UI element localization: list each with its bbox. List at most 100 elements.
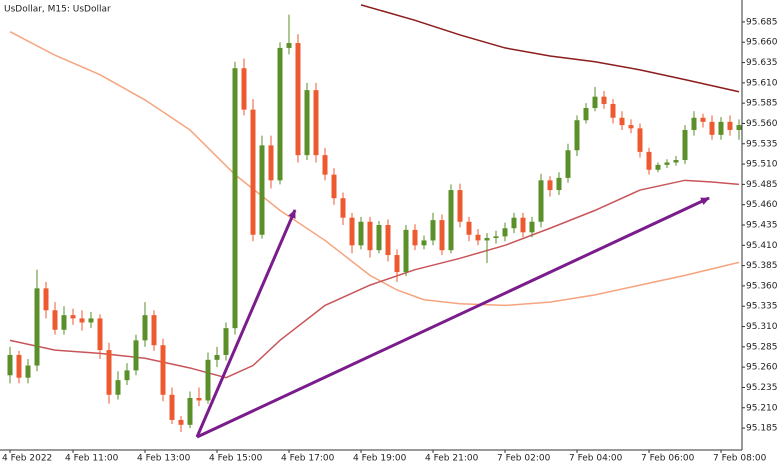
x-tick-label: 7 Feb 02:00 <box>497 454 551 464</box>
candle-body <box>169 394 175 420</box>
candle-body <box>655 164 661 170</box>
candle-body <box>241 68 247 110</box>
candle-body <box>691 117 697 130</box>
candle-body <box>439 220 445 251</box>
candle-body <box>223 328 229 355</box>
candle-body <box>52 310 58 330</box>
candle-body <box>727 121 733 130</box>
candle-body <box>412 229 418 246</box>
candle-body <box>340 198 346 218</box>
x-tick-label: 7 Feb 04:00 <box>569 454 623 464</box>
candle-body <box>16 354 22 378</box>
x-tick-label: 4 Feb 19:00 <box>353 454 407 464</box>
y-tick-label: 95.435 <box>746 221 778 231</box>
candle-body <box>529 221 535 233</box>
candle-body <box>448 190 454 251</box>
candle-body <box>295 43 301 156</box>
y-tick-label: 95.610 <box>746 78 778 88</box>
x-tick-label: 7 Feb 08:00 <box>713 454 767 464</box>
candle-body <box>322 155 328 175</box>
candle-body <box>313 90 319 156</box>
y-tick-label: 95.360 <box>746 281 778 291</box>
candle-body <box>718 121 724 135</box>
candle-body <box>709 121 715 135</box>
candle-body <box>349 217 355 246</box>
candle-body <box>277 47 283 181</box>
x-tick-label: 4 Feb 17:00 <box>281 454 335 464</box>
y-tick-label: 95.210 <box>746 403 778 413</box>
candle-body <box>106 350 112 395</box>
trend-arrow <box>196 196 710 439</box>
plot-area <box>7 4 742 433</box>
y-tick-label: 95.635 <box>746 58 778 68</box>
y-tick-label: 95.185 <box>746 424 778 434</box>
y-tick-label: 95.560 <box>746 119 778 129</box>
candle-body <box>385 225 391 256</box>
candle-body <box>124 370 130 381</box>
candle-body <box>142 315 148 341</box>
candle-body <box>61 315 67 330</box>
x-tick-label: 7 Feb 06:00 <box>641 454 695 464</box>
candle-body <box>457 190 463 222</box>
candle-body <box>601 96 607 104</box>
candle-body <box>232 68 238 329</box>
y-tick-label: 95.235 <box>746 383 778 393</box>
y-tick-label: 95.685 <box>746 17 778 27</box>
y-tick-label: 95.510 <box>746 160 778 170</box>
candle-body <box>70 315 76 319</box>
candle-body <box>394 255 400 273</box>
candle-body <box>367 221 373 251</box>
y-tick-label: 95.535 <box>746 139 778 149</box>
candle-body <box>214 354 220 360</box>
candle-body <box>79 318 85 323</box>
moving-average <box>9 31 740 307</box>
y-tick-label: 95.585 <box>746 99 778 109</box>
x-tick-label: 4 Feb 21:00 <box>425 454 479 464</box>
candle-body <box>700 117 706 122</box>
candle-body <box>511 217 517 229</box>
candle-body <box>43 288 49 311</box>
moving-average <box>360 4 740 93</box>
candle-body <box>133 340 139 371</box>
candle-body <box>610 103 616 118</box>
candle-body <box>574 120 580 151</box>
candle-body <box>592 96 598 109</box>
y-tick-label: 95.460 <box>746 200 778 210</box>
candle-body <box>493 236 499 238</box>
candle-body <box>736 125 742 130</box>
candle-body <box>115 380 121 395</box>
y-tick-label: 95.385 <box>746 261 778 271</box>
candle-body <box>97 318 103 351</box>
y-tick-label: 95.310 <box>746 322 778 332</box>
candle-body <box>196 398 202 401</box>
candle-body <box>673 160 679 163</box>
candle-body <box>547 180 553 191</box>
candle-body <box>583 108 589 121</box>
candle-body <box>25 365 31 378</box>
candle-body <box>682 129 688 161</box>
x-tick-label: 4 Feb 13:00 <box>137 454 191 464</box>
candle-body <box>619 117 625 126</box>
candle-body <box>304 90 310 156</box>
candle-body <box>628 125 634 129</box>
candle-body <box>520 217 526 233</box>
candle-body <box>286 43 292 48</box>
candle-body <box>259 145 265 235</box>
candle-body <box>421 240 427 246</box>
y-tick-label: 95.410 <box>746 241 778 251</box>
candle-body <box>358 221 364 246</box>
y-tick-label: 95.335 <box>746 302 778 312</box>
candle-body <box>7 354 13 376</box>
candle-body <box>556 177 562 191</box>
candle-body <box>160 345 166 395</box>
x-tick-label: 4 Feb 2022 <box>2 454 52 464</box>
candle-body <box>187 398 193 425</box>
candle-body <box>664 162 670 165</box>
candle-body <box>376 225 382 251</box>
candle-body <box>637 128 643 152</box>
x-tick-label: 4 Feb 15:00 <box>209 454 263 464</box>
candle-body <box>475 234 481 241</box>
candle-body <box>538 180 544 222</box>
candle-body <box>178 419 184 425</box>
